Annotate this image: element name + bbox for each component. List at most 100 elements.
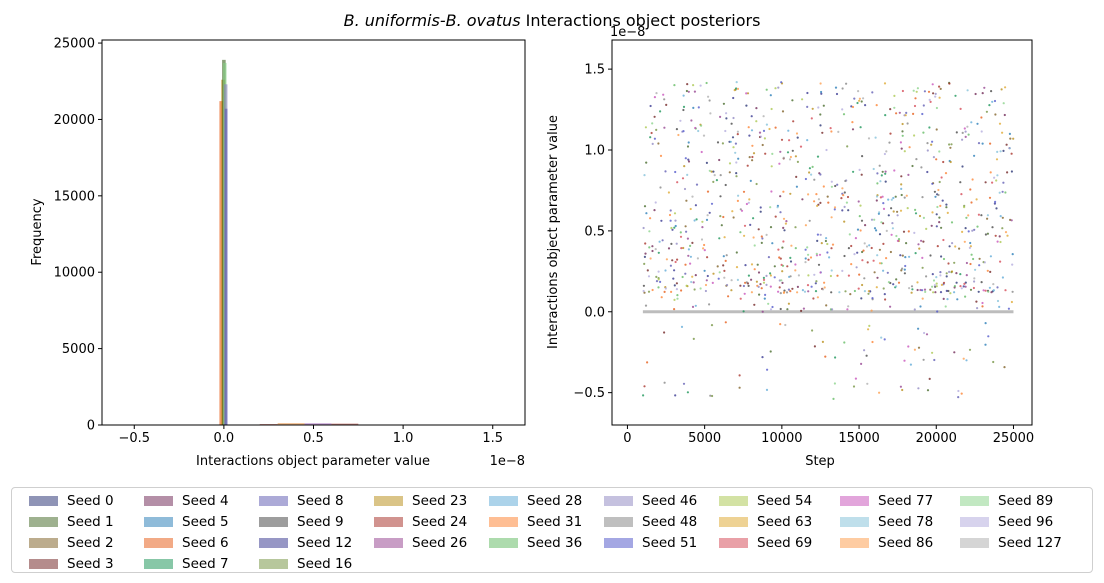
scatter-point — [644, 242, 647, 245]
scatter-point — [789, 290, 792, 293]
scatter-point — [893, 106, 896, 109]
scatter-point — [653, 115, 656, 118]
scatter-point — [842, 113, 846, 116]
scatter-y-tick-label: 1.0 — [584, 144, 605, 159]
scatter-point — [847, 247, 851, 250]
scatter-point — [806, 91, 809, 95]
scatter-point — [875, 195, 879, 198]
scatter-point — [679, 235, 683, 238]
scatter-point — [930, 224, 933, 227]
scatter-point — [938, 85, 941, 88]
scatter-point — [806, 139, 809, 142]
scatter-point — [1001, 131, 1004, 134]
scatter-point — [942, 297, 945, 300]
scatter-y-offset: 1e−8 — [610, 25, 645, 40]
scatter-point — [655, 92, 658, 95]
scatter-point — [996, 286, 999, 289]
scatter-point — [906, 122, 909, 125]
scatter-point — [950, 143, 953, 146]
legend-label: Seed 48 — [642, 514, 698, 530]
scatter-point — [986, 217, 989, 220]
scatter-point — [882, 287, 885, 290]
scatter-ylabel: Interactions object parameter value — [546, 115, 561, 349]
scatter-point — [667, 247, 671, 250]
scatter-point — [933, 358, 936, 362]
histogram-tail-bar — [277, 423, 305, 425]
scatter-point — [949, 146, 952, 149]
scatter-point — [998, 191, 1001, 194]
scatter-point — [750, 263, 754, 266]
histogram-panel: −0.5 0.0 0.5 1.0 1.5 0 5000 10000 15000 20000 250… — [30, 37, 526, 469]
scatter-point — [998, 122, 1002, 125]
scatter-point — [848, 233, 851, 236]
scatter-point — [807, 253, 810, 256]
scatter-point — [759, 283, 762, 286]
legend-label: Seed 5 — [182, 514, 229, 530]
scatter-point — [651, 245, 654, 248]
scatter-point — [644, 126, 648, 129]
scatter-point — [819, 233, 822, 236]
scatter-point — [886, 271, 889, 274]
scatter-point — [914, 252, 917, 255]
scatter-point — [692, 337, 695, 340]
legend-swatch — [144, 517, 173, 527]
scatter-point — [819, 124, 822, 127]
scatter-point — [919, 288, 922, 292]
scatter-point — [765, 283, 768, 286]
scatter-point — [696, 257, 700, 260]
scatter-point — [663, 331, 666, 334]
scatter-point — [780, 81, 783, 84]
scatter-point — [770, 107, 773, 111]
scatter-point — [891, 222, 894, 225]
scatter-point — [751, 159, 754, 162]
scatter-point — [944, 172, 948, 175]
scatter-point — [935, 276, 938, 279]
scatter-point — [753, 244, 756, 247]
scatter-point — [689, 244, 692, 247]
scatter-point — [810, 285, 813, 288]
scatter-point — [686, 145, 690, 148]
scatter-point — [936, 205, 939, 209]
scatter-point — [966, 125, 969, 128]
scatter-point — [917, 327, 920, 330]
scatter-point — [913, 104, 917, 108]
scatter-point — [899, 141, 903, 144]
histogram-xlabel: Interactions object parameter value — [196, 454, 430, 469]
legend-label: Seed 78 — [878, 514, 934, 530]
scatter-point — [872, 259, 875, 262]
scatter-point — [970, 121, 973, 124]
scatter-point — [765, 88, 768, 91]
scatter-point — [948, 82, 951, 85]
scatter-point — [884, 180, 887, 183]
scatter-point — [659, 154, 663, 157]
scatter-point — [999, 215, 1002, 218]
scatter-point — [937, 193, 940, 197]
legend-item: Seed 6 — [144, 533, 229, 553]
scatter-point — [764, 293, 767, 296]
scatter-point — [819, 173, 822, 176]
scatter-point — [735, 87, 738, 90]
scatter-point — [1008, 132, 1012, 135]
scatter-point — [747, 284, 750, 287]
scatter-point — [739, 231, 742, 234]
scatter-point — [796, 291, 799, 294]
scatter-point — [938, 150, 941, 153]
scatter-point — [901, 122, 904, 126]
scatter-point — [857, 287, 860, 290]
scatter-point — [791, 287, 794, 290]
scatter-point — [774, 126, 777, 129]
scatter-point — [858, 215, 861, 218]
scatter-point — [668, 213, 672, 217]
histogram-x-ticks: −0.5 0.0 0.5 1.0 1.5 — [118, 425, 503, 446]
scatter-point — [852, 385, 856, 388]
scatter-point — [723, 236, 726, 239]
scatter-point — [889, 305, 892, 308]
scatter-point — [834, 86, 838, 89]
scatter-point — [762, 278, 766, 281]
scatter-point — [938, 96, 941, 99]
legend-item: Seed 1 — [29, 512, 114, 532]
scatter-point — [828, 256, 831, 259]
scatter-point — [737, 194, 740, 197]
scatter-point — [913, 348, 917, 351]
scatter-point — [983, 261, 987, 264]
